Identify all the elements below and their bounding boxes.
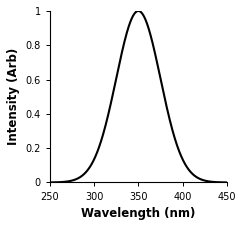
Y-axis label: Intensity (Arb): Intensity (Arb) — [7, 48, 20, 145]
X-axis label: Wavelength (nm): Wavelength (nm) — [81, 207, 196, 220]
